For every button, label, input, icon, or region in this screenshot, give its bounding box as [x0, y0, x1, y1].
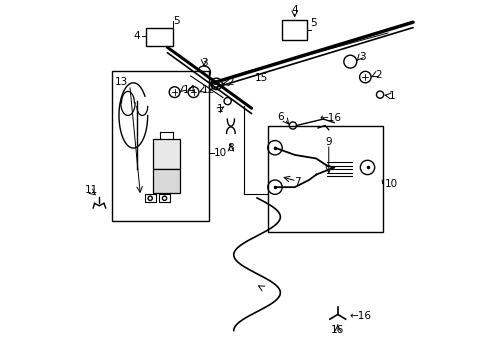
Text: ←16: ←16: [348, 311, 370, 320]
Text: 2: 2: [375, 70, 381, 80]
Bar: [153, 139, 180, 169]
Text: 4: 4: [134, 31, 140, 41]
Text: 15: 15: [255, 73, 268, 83]
Text: 9: 9: [325, 138, 331, 147]
Text: 10: 10: [214, 148, 227, 158]
Text: 10: 10: [384, 179, 397, 189]
Bar: [267, 126, 382, 232]
Text: 16: 16: [330, 325, 344, 335]
Bar: [145, 28, 172, 45]
Text: 5: 5: [173, 17, 180, 27]
Text: 11: 11: [84, 185, 98, 195]
Text: 1: 1: [388, 91, 395, 101]
Text: 2: 2: [227, 77, 233, 87]
Text: 6: 6: [277, 112, 284, 122]
Text: ←16: ←16: [319, 113, 341, 123]
Bar: [282, 21, 306, 40]
Bar: [144, 194, 155, 202]
Text: 12: 12: [201, 85, 214, 95]
Text: 7: 7: [294, 177, 300, 187]
Bar: [112, 71, 208, 221]
Text: 4: 4: [291, 5, 297, 15]
Text: 1: 1: [216, 104, 223, 114]
Text: 13: 13: [115, 77, 128, 87]
Text: 3: 3: [200, 58, 207, 68]
Bar: [159, 194, 169, 202]
Bar: [153, 169, 180, 193]
Text: 8: 8: [227, 143, 234, 153]
Text: 3: 3: [359, 52, 365, 62]
Text: 14: 14: [183, 85, 196, 95]
Text: 5: 5: [309, 18, 316, 28]
